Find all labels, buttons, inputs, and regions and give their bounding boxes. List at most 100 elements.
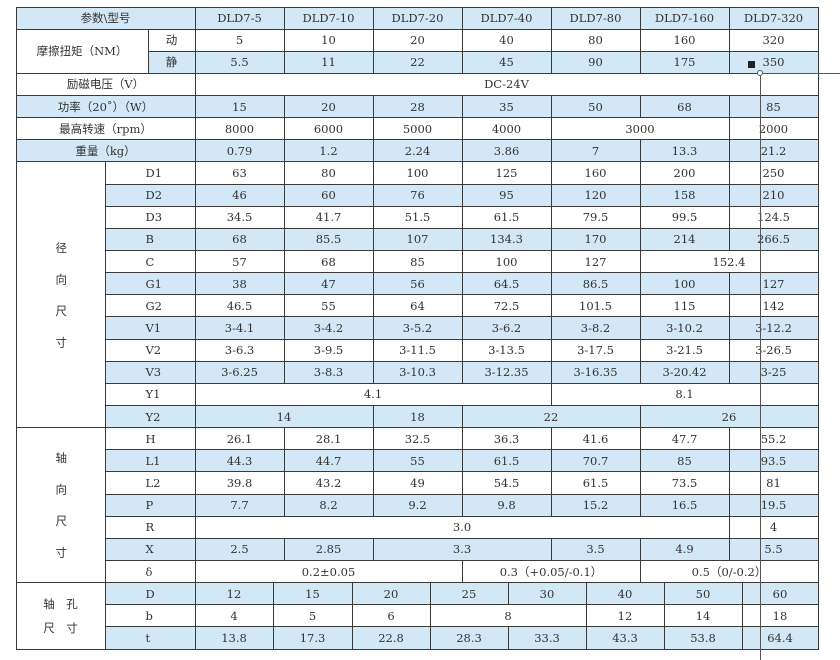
table-cell: 55 — [283, 294, 374, 318]
table-cell: 8000 — [194, 117, 285, 141]
table-cell: 49 — [372, 471, 463, 495]
table-cell: 7.7 — [194, 493, 285, 517]
table-cell: 0.2±0.05 — [194, 560, 463, 584]
table-cell: 13.3 — [639, 139, 730, 163]
column-header-dld7-320: DLD7-320 — [728, 6, 819, 30]
table-cell: 5000 — [372, 117, 463, 141]
table-cell: 61.5 — [461, 449, 552, 473]
table-cell: 3.86 — [461, 139, 552, 163]
table-cell: 3-21.5 — [639, 338, 730, 362]
section-label-line: 轴 孔 — [43, 596, 78, 611]
table-cell: 93.5 — [728, 449, 819, 473]
table-cell: 18 — [741, 604, 819, 628]
table-cell: 17.3 — [272, 626, 353, 650]
row-label: D1 — [104, 161, 196, 185]
table-cell: 43.3 — [585, 626, 665, 650]
selection-handle-icon[interactable] — [748, 61, 755, 68]
table-cell: 64 — [372, 294, 463, 318]
table-cell: 40 — [585, 582, 665, 606]
table-cell: 0.79 — [194, 139, 285, 163]
table-cell: 85 — [639, 449, 730, 473]
table-cell: 8 — [429, 604, 587, 628]
row-label-static: 静 — [147, 50, 196, 74]
table-cell: 127 — [728, 272, 819, 296]
table-cell: 46 — [194, 183, 285, 207]
table-cell: 72.5 — [461, 294, 552, 318]
table-cell: 44.3 — [194, 449, 285, 473]
table-cell: 3-12.2 — [728, 316, 819, 340]
table-cell: 15 — [194, 95, 285, 119]
section-label-bore: 轴 孔尺 寸 — [15, 582, 106, 650]
row-label-power: 功率（20˚）（W） — [15, 95, 196, 119]
table-cell: 4000 — [461, 117, 552, 141]
table-cell: 170 — [550, 227, 641, 252]
table-cell: 73.5 — [639, 471, 730, 495]
table-cell: 3000 — [550, 117, 730, 141]
table-cell: 80 — [283, 161, 374, 185]
table-cell: 57 — [194, 250, 285, 274]
table-cell: 63 — [194, 161, 285, 185]
table-cell: 20 — [283, 95, 374, 119]
row-label: C — [104, 250, 196, 274]
table-cell: 16.5 — [639, 493, 730, 517]
table-cell: 80 — [550, 28, 641, 52]
table-cell: 134.3 — [461, 227, 552, 252]
table-cell: 64.5 — [461, 272, 552, 296]
section-label-radial: 径向尺寸 — [15, 161, 106, 429]
table-cell: 85 — [372, 250, 463, 274]
table-cell: 160 — [550, 161, 641, 185]
table-cell: 2.85 — [283, 537, 374, 561]
table-cell: 3-5.2 — [372, 316, 463, 340]
table-cell: 100 — [639, 272, 730, 296]
section-label-axial: 轴向尺寸 — [15, 427, 106, 584]
table-cell: 50 — [550, 95, 641, 119]
table-cell: 3-8.3 — [283, 360, 374, 384]
table-cell: 7 — [550, 139, 641, 163]
table-cell: 1.2 — [283, 139, 374, 163]
table-cell: 19.5 — [728, 493, 819, 517]
table-cell: 64.4 — [741, 626, 819, 650]
table-cell: 3.0 — [194, 515, 730, 539]
table-cell: 32.5 — [372, 427, 463, 451]
table-cell: 28 — [372, 95, 463, 119]
anchor-point-icon[interactable] — [757, 70, 763, 76]
table-cell: 9.8 — [461, 493, 552, 517]
row-label: P — [104, 493, 196, 517]
table-cell: 125 — [461, 161, 552, 185]
table-cell: 200 — [639, 161, 730, 185]
table-cell: 22.8 — [351, 626, 431, 650]
table-cell: 4.1 — [194, 382, 552, 406]
table-cell: 36.3 — [461, 427, 552, 451]
table-cell: 320 — [728, 28, 819, 52]
row-label: G2 — [104, 294, 196, 318]
table-cell: 47 — [283, 272, 374, 296]
table-cell: 33.3 — [507, 626, 587, 650]
table-cell: 68 — [283, 250, 374, 274]
table-cell: 142 — [728, 294, 819, 318]
table-cell: 2.24 — [372, 139, 463, 163]
table-cell: 28.1 — [283, 427, 374, 451]
table-cell: 51.5 — [372, 205, 463, 229]
table-cell: 0.3（+0.05/-0.1） — [461, 560, 641, 584]
guide-line — [760, 73, 761, 660]
table-cell: 50 — [663, 582, 743, 606]
row-label: D2 — [104, 183, 196, 207]
table-cell: 107 — [372, 227, 463, 252]
table-cell: 43.2 — [283, 471, 374, 495]
table-cell: 3-17.5 — [550, 338, 641, 362]
table-cell: 2000 — [728, 117, 819, 141]
table-cell: 60 — [283, 183, 374, 207]
table-cell: 4 — [194, 604, 274, 628]
table-cell: 38 — [194, 272, 285, 296]
row-label: G1 — [104, 272, 196, 296]
table-cell: 39.8 — [194, 471, 285, 495]
table-cell: 175 — [639, 50, 730, 74]
row-label-weight: 重量（kg） — [15, 139, 196, 163]
table-cell: 5 — [272, 604, 353, 628]
table-cell: 61.5 — [461, 205, 552, 229]
table-cell: DC-24V — [194, 72, 819, 97]
table-cell: 5 — [194, 28, 285, 52]
column-header-dld7-40: DLD7-40 — [461, 6, 552, 30]
table-cell: 100 — [461, 250, 552, 274]
